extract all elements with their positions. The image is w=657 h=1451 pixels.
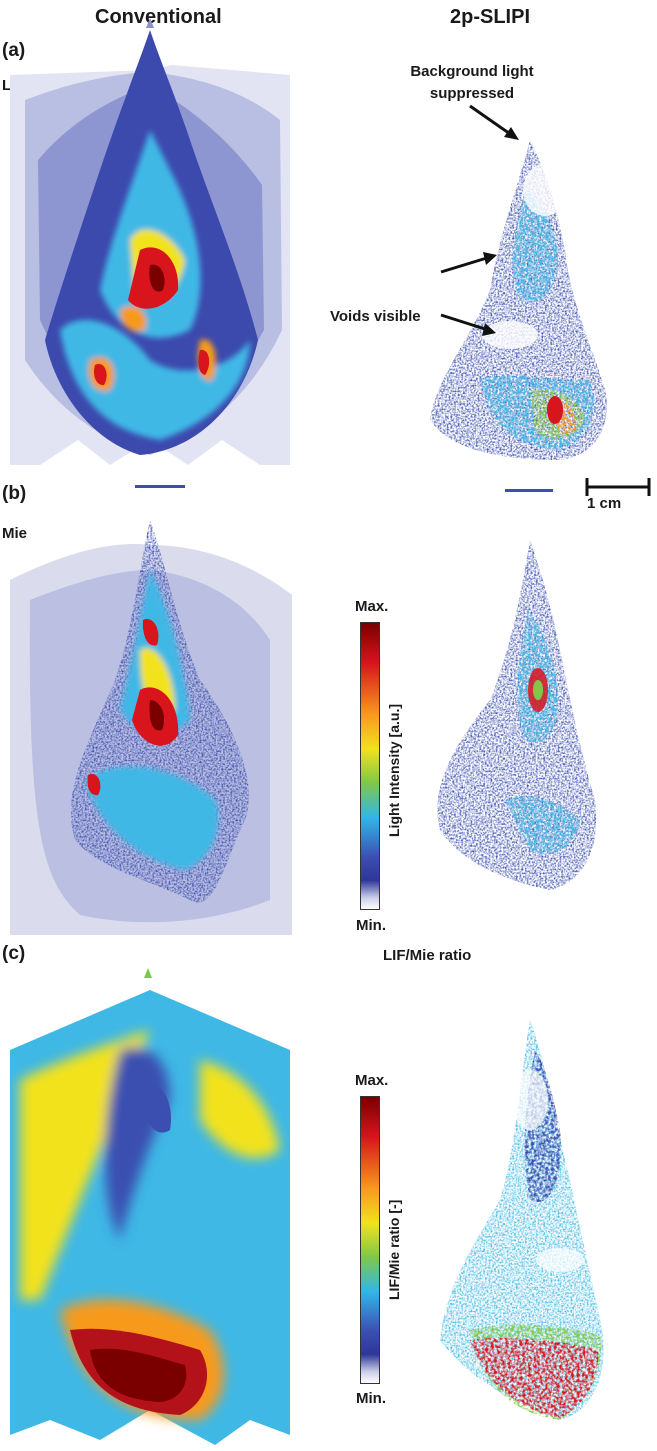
colorbar-intensity-max-label: Max. (355, 598, 389, 615)
image-b-conventional-mie (10, 520, 292, 935)
colorbar-intensity (360, 622, 380, 910)
panel-b-tag: (b) (2, 483, 27, 504)
scale-bar (585, 478, 651, 496)
column-title-2p-slipi: 2p-SLIPI (450, 6, 531, 28)
image-a-conventional-lif (10, 18, 290, 465)
annotation-background-line1: Background light (410, 63, 534, 80)
annotation-background-suppressed: Background light suppressed (382, 61, 562, 105)
colorbar-ratio-min-label: Min. (356, 1390, 386, 1407)
image-c-2p-slipi-ratio (440, 1020, 604, 1420)
panel-a-tag: (a) (2, 40, 26, 61)
colorbar-ratio (360, 1096, 380, 1384)
colorbar-ratio-max-label: Max. (355, 1072, 389, 1089)
column-title-conventional: Conventional (95, 6, 222, 28)
panel-b-name: Mie (2, 525, 28, 542)
image-c-conventional-ratio (10, 968, 290, 1445)
annotation-voids-visible: Voids visible (330, 308, 421, 325)
image-b-2p-slipi-mie (437, 540, 597, 890)
annotation-background-line2: suppressed (429, 85, 515, 102)
panel-c-tag: (c) (2, 943, 26, 964)
annotation-arrows (440, 104, 519, 336)
colorbar-intensity-min-label: Min. (356, 917, 386, 934)
image-b-2p-slipi-top-mark (505, 489, 553, 492)
scale-bar-label: 1 cm (587, 495, 622, 512)
image-a-2p-slipi-lif (430, 140, 607, 460)
image-b-conventional-top-mark (135, 485, 185, 488)
panel-c-title: LIF/Mie ratio (383, 947, 472, 964)
